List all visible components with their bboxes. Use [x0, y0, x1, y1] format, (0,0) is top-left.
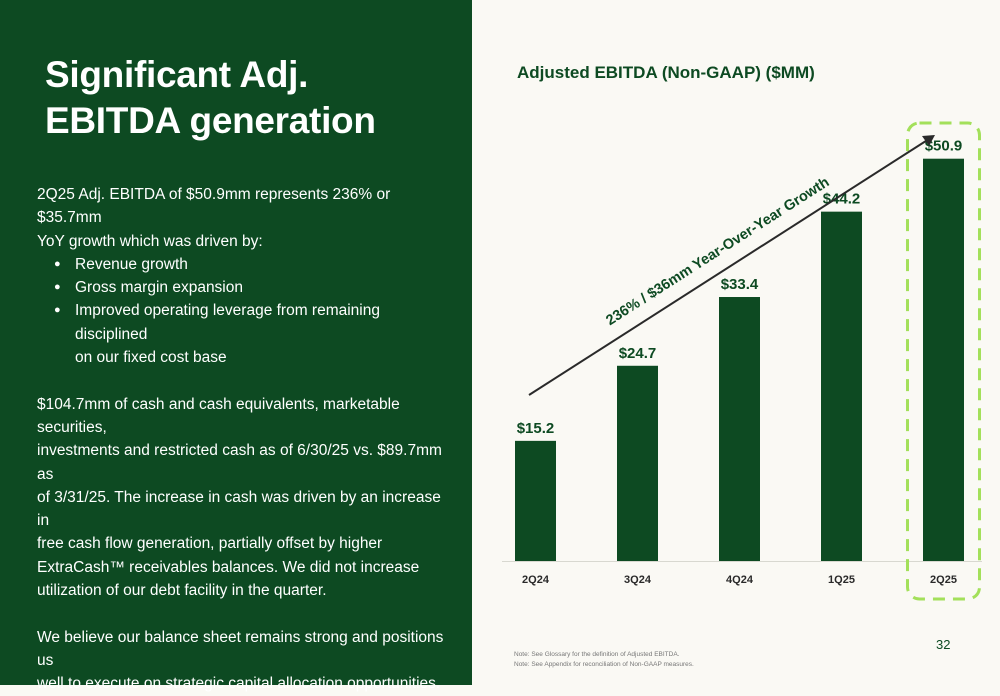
- x-tick-label-1Q25: 1Q25: [828, 574, 855, 586]
- cash-line-6: utilization of our debt facility in the …: [37, 582, 327, 600]
- cash-line-5: ExtraCash™ receivables balances. We did …: [37, 558, 420, 576]
- driver-list: Revenue growth Gross margin expansion Im…: [37, 253, 452, 346]
- page-title: Significant Adj. EBITDA generation: [45, 52, 465, 144]
- data-label-4Q24: $33.4: [721, 276, 759, 293]
- summary-line-1: 2Q25 Adj. EBITDA of $50.9mm represents 2…: [37, 186, 391, 227]
- data-label-2Q25: $50.9: [925, 138, 963, 155]
- page-number: 32: [936, 637, 951, 652]
- driver-item-operating-leverage: Improved operating leverage from remaini…: [37, 299, 452, 346]
- growth-arrow-line: [528, 138, 930, 396]
- data-label-1Q25: $44.2: [823, 191, 861, 208]
- bar-2Q24: [515, 440, 556, 561]
- driver-item-continuation: on our fixed cost base: [75, 349, 227, 367]
- bar-2Q25: [923, 158, 964, 562]
- bar-4Q24: [719, 297, 760, 561]
- note-line-2: Note: See Appendix for reconciliation of…: [514, 661, 694, 668]
- bar-1Q25: [821, 211, 862, 561]
- bar-3Q24: [617, 365, 658, 561]
- page-title-line-1: Significant Adj.: [45, 54, 309, 95]
- driver-item-revenue: Revenue growth: [37, 253, 452, 277]
- cash-line-4: free cash flow generation, partially off…: [37, 535, 383, 553]
- data-label-3Q24: $24.7: [619, 345, 657, 362]
- left-panel: Significant Adj. EBITDA generation 2Q25 …: [0, 0, 472, 692]
- x-tick-label-2Q24: 2Q24: [522, 574, 550, 586]
- ebitda-bar-chart: $15.2 2Q24 $24.7 3Q24 $33.4 4Q24 $44.2 1Q25 $50.…: [502, 121, 982, 601]
- page-title-line-2: EBITDA generation: [45, 100, 376, 141]
- cash-line-2: investments and restricted cash as of 6/…: [37, 442, 442, 483]
- cash-line-1: $104.7mm of cash and cash equivalents, m…: [37, 395, 400, 436]
- x-tick-label-2Q25: 2Q25: [930, 574, 957, 586]
- outlook-line-2: well to execute on strategic capital all…: [37, 675, 441, 693]
- growth-annotation: 236% / $36mm Year-Over-Year Growth: [603, 174, 832, 329]
- summary-line-2: YoY growth which was driven by:: [37, 232, 263, 250]
- cash-line-3: of 3/31/25. The increase in cash was dri…: [37, 488, 441, 530]
- chart-title: Adjusted EBITDA (Non-GAAP) ($MM): [517, 63, 815, 82]
- body-text: 2Q25 Adj. EBITDA of $50.9mm represents 2…: [37, 183, 452, 696]
- outlook-line-1: We believe our balance sheet remains str…: [37, 628, 444, 669]
- x-tick-label-3Q24: 3Q24: [624, 574, 652, 586]
- data-label-2Q24: $15.2: [517, 420, 555, 437]
- note-line-1: Note: See Glossary for the definition of…: [514, 651, 680, 658]
- highlight-box-2Q25: [906, 121, 981, 601]
- driver-item-gross-margin: Gross margin expansion: [37, 276, 452, 300]
- growth-arrow-head: [922, 135, 935, 146]
- x-tick-label-4Q24: 4Q24: [726, 574, 754, 586]
